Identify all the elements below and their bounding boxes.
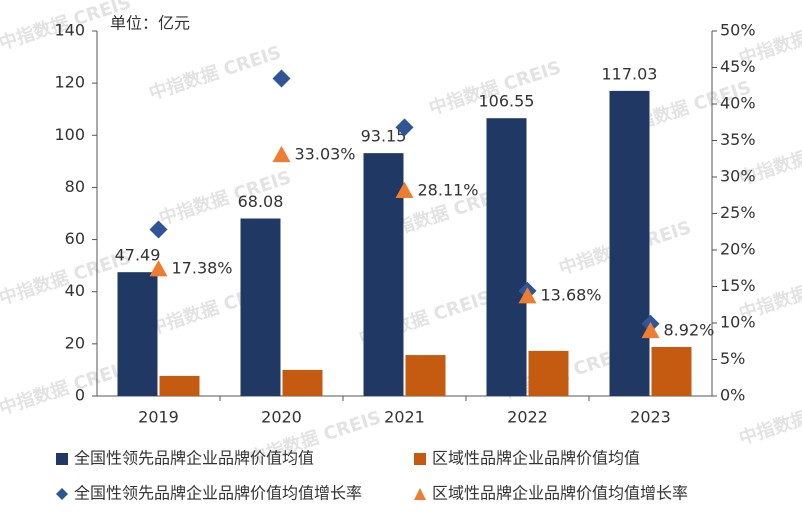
bar [240, 218, 281, 396]
x-tick-label: 2023 [630, 408, 671, 427]
point-label: 33.03% [295, 144, 356, 163]
marker [641, 321, 660, 339]
unit-label: 单位：亿元 [110, 14, 190, 33]
legend-label: 区域性品牌企业品牌价值均值 [432, 449, 640, 468]
marker [149, 260, 168, 277]
marker [272, 69, 291, 88]
bar [528, 350, 569, 396]
y2-tick-label: 5% [720, 349, 745, 368]
y2-tick-label: 20% [720, 240, 756, 259]
y-tick-label: 140 [54, 21, 85, 40]
y2-tick-label: 50% [720, 21, 756, 40]
legend-swatch [56, 488, 68, 500]
point-label: 28.11% [418, 180, 479, 199]
x-tick-label: 2021 [384, 408, 425, 427]
bar [486, 118, 527, 397]
bar [282, 369, 323, 396]
bar-label: 47.49 [115, 246, 161, 265]
bar [609, 90, 650, 396]
y-tick-label: 0 [75, 386, 85, 405]
y2-tick-label: 45% [720, 57, 756, 76]
y2-tick-label: 40% [720, 94, 756, 113]
marker [272, 145, 291, 163]
bar-label: 93.15 [361, 127, 407, 146]
y-tick-label: 60 [65, 229, 85, 248]
legend-label: 区域性品牌企业品牌价值均值增长率 [432, 484, 688, 503]
bar [159, 375, 200, 396]
y2-tick-label: 10% [720, 313, 756, 332]
bar [363, 153, 404, 396]
legend-swatch [56, 453, 68, 465]
legend-swatch [414, 488, 426, 500]
bar-label: 106.55 [479, 92, 535, 111]
y-tick-label: 80 [65, 177, 85, 196]
watermark: 中指数据 CREIS [736, 386, 802, 449]
y-tick-label: 120 [54, 73, 85, 92]
x-tick-label: 2020 [261, 408, 302, 427]
point-label: 17.38% [172, 259, 233, 278]
watermark: 中指数据 CREIS [146, 41, 283, 104]
y-tick-label: 100 [54, 125, 85, 144]
watermark: 中指数据 CREIS [0, 356, 134, 419]
y2-tick-label: 25% [720, 203, 756, 222]
y2-tick-label: 35% [720, 130, 756, 149]
x-tick-label: 2022 [507, 408, 548, 427]
marker [149, 220, 168, 239]
bar [651, 346, 692, 396]
point-label: 13.68% [541, 286, 602, 305]
legend-swatch [414, 453, 426, 465]
legend-label: 全国性领先品牌企业品牌价值均值 [74, 449, 314, 468]
y2-tick-label: 15% [720, 276, 756, 295]
marker [395, 118, 414, 137]
y-tick-label: 40 [65, 281, 85, 300]
marker [395, 181, 414, 198]
point-label: 8.92% [664, 320, 715, 339]
bar [405, 355, 446, 396]
bar-label: 68.08 [238, 192, 284, 211]
y2-tick-label: 30% [720, 167, 756, 186]
marker [518, 287, 537, 304]
bar [117, 272, 158, 396]
bar-label: 117.03 [602, 64, 658, 83]
y-tick-label: 20 [65, 333, 85, 352]
y2-tick-label: 0% [720, 386, 745, 405]
x-tick-label: 2019 [138, 408, 179, 427]
legend-label: 全国性领先品牌企业品牌价值均值增长率 [74, 484, 362, 503]
